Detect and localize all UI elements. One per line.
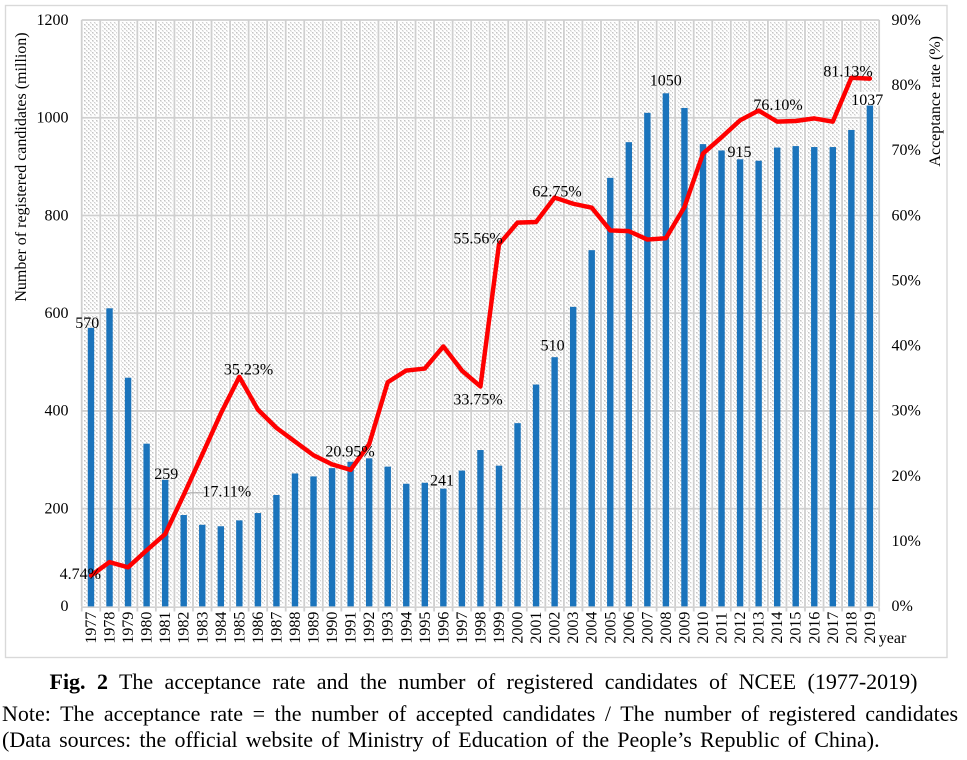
svg-text:2010: 2010 <box>695 612 712 644</box>
svg-text:62.75%: 62.75% <box>532 184 581 201</box>
svg-text:2004: 2004 <box>584 612 601 644</box>
svg-text:30%: 30% <box>892 403 921 420</box>
svg-text:2002: 2002 <box>547 612 564 644</box>
svg-text:2006: 2006 <box>621 612 638 644</box>
svg-text:60%: 60% <box>892 207 921 224</box>
svg-text:90%: 90% <box>892 12 921 29</box>
svg-text:1996: 1996 <box>435 612 452 644</box>
svg-text:2008: 2008 <box>658 612 675 644</box>
svg-text:1037: 1037 <box>851 92 883 109</box>
svg-text:2007: 2007 <box>639 612 656 644</box>
svg-text:1979: 1979 <box>120 612 137 644</box>
svg-text:1999: 1999 <box>491 612 508 644</box>
svg-text:1987: 1987 <box>268 612 285 644</box>
svg-text:1998: 1998 <box>472 612 489 644</box>
svg-text:2015: 2015 <box>788 612 805 644</box>
svg-text:2011: 2011 <box>714 612 731 643</box>
svg-text:1980: 1980 <box>139 612 156 644</box>
svg-text:33.75%: 33.75% <box>453 391 502 408</box>
svg-text:570: 570 <box>75 315 99 332</box>
svg-text:1986: 1986 <box>250 612 267 644</box>
svg-text:1992: 1992 <box>361 612 378 644</box>
svg-text:4.74%: 4.74% <box>60 566 101 583</box>
svg-text:1995: 1995 <box>417 612 434 644</box>
svg-text:915: 915 <box>728 144 752 161</box>
svg-text:1989: 1989 <box>306 612 323 644</box>
svg-text:1982: 1982 <box>176 612 193 644</box>
svg-text:2000: 2000 <box>510 612 527 644</box>
svg-text:year: year <box>879 630 907 647</box>
svg-text:1993: 1993 <box>380 612 397 644</box>
svg-text:Acceptance rate (%): Acceptance rate (%) <box>927 36 944 167</box>
svg-text:20%: 20% <box>892 468 921 485</box>
svg-text:2014: 2014 <box>769 612 786 644</box>
svg-text:1050: 1050 <box>650 73 682 90</box>
svg-text:1981: 1981 <box>157 612 174 644</box>
svg-text:76.10%: 76.10% <box>753 97 802 114</box>
svg-text:1994: 1994 <box>398 612 415 644</box>
svg-text:510: 510 <box>541 337 565 354</box>
svg-text:55.56%: 55.56% <box>453 230 502 247</box>
svg-text:400: 400 <box>45 403 69 420</box>
svg-text:80%: 80% <box>892 77 921 94</box>
svg-text:200: 200 <box>45 500 69 517</box>
svg-text:800: 800 <box>45 207 69 224</box>
svg-text:2009: 2009 <box>676 612 693 644</box>
svg-text:1200: 1200 <box>37 12 69 29</box>
svg-text:2001: 2001 <box>528 612 545 644</box>
svg-text:1977: 1977 <box>83 612 100 644</box>
svg-text:2013: 2013 <box>751 612 768 644</box>
svg-text:0: 0 <box>61 598 69 615</box>
svg-text:40%: 40% <box>892 338 921 355</box>
svg-text:1985: 1985 <box>231 612 248 644</box>
svg-text:1984: 1984 <box>213 612 230 644</box>
svg-text:1000: 1000 <box>37 110 69 127</box>
svg-text:2005: 2005 <box>602 612 619 644</box>
svg-text:50%: 50% <box>892 272 921 289</box>
svg-text:70%: 70% <box>892 142 921 159</box>
svg-text:Number of registered candidate: Number of registered candidates (million… <box>13 32 30 301</box>
svg-text:259: 259 <box>154 466 178 483</box>
svg-text:0%: 0% <box>892 598 913 615</box>
svg-text:10%: 10% <box>892 533 921 550</box>
svg-text:81.13%: 81.13% <box>823 64 872 81</box>
svg-text:2003: 2003 <box>565 612 582 644</box>
svg-text:20.95%: 20.95% <box>325 444 374 461</box>
svg-text:1991: 1991 <box>343 612 360 644</box>
svg-text:1997: 1997 <box>454 612 471 644</box>
svg-text:2018: 2018 <box>843 612 860 644</box>
svg-text:1990: 1990 <box>324 612 341 644</box>
svg-text:241: 241 <box>430 473 454 490</box>
svg-text:1988: 1988 <box>287 612 304 644</box>
svg-text:1978: 1978 <box>102 612 119 644</box>
svg-text:2016: 2016 <box>806 612 823 644</box>
svg-text:2019: 2019 <box>862 612 879 644</box>
svg-text:35.23%: 35.23% <box>224 362 273 379</box>
svg-text:600: 600 <box>45 305 69 322</box>
svg-text:1983: 1983 <box>194 612 211 644</box>
svg-text:2017: 2017 <box>825 612 842 644</box>
svg-text:17.11%: 17.11% <box>202 484 251 501</box>
svg-text:2012: 2012 <box>732 612 749 644</box>
